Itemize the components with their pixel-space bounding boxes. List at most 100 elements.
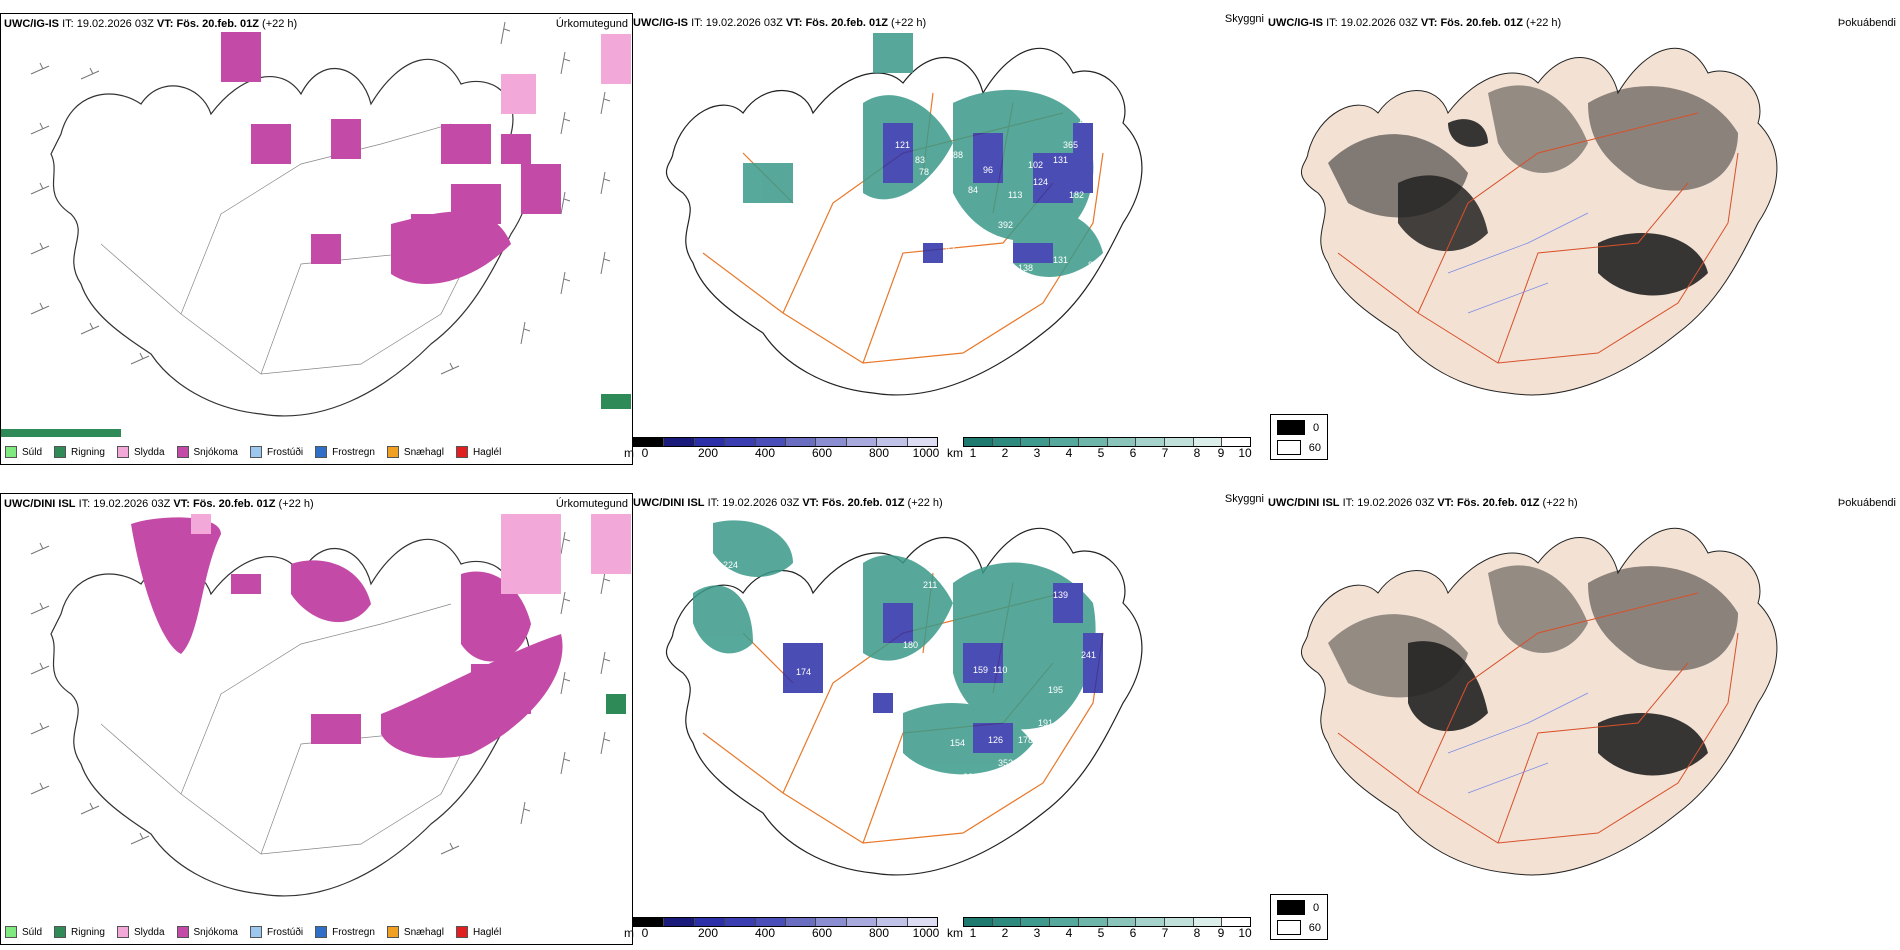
cloud-base-colorbar: m 0 200 400 600 800 1000 <box>624 917 939 940</box>
cloud-label: 365 <box>1063 140 1078 150</box>
visibility-cells <box>963 917 1251 927</box>
cloud-label: 191 <box>1038 718 1053 728</box>
precip-title: Úrkomutegund <box>555 18 628 30</box>
precip-map-top <box>1 21 631 437</box>
cloud-label: 88 <box>1088 260 1098 270</box>
cloud-label: 88 <box>953 150 963 160</box>
rain-areas-top <box>1 394 631 437</box>
cloud-label: 182 <box>1069 190 1084 200</box>
visibility-unit: km <box>947 446 963 460</box>
fog-title: Þokuábendi <box>1837 497 1896 509</box>
road-network <box>1337 592 1739 844</box>
cloud-map-top: 106 121 83 78 88 84 96 113 102 131 124 1… <box>665 33 1153 396</box>
cloud-label: 102 <box>1028 160 1043 170</box>
cloud-base-colorbar: m 0 200 400 600 800 1000 <box>624 437 939 460</box>
cloud-label: 110 <box>993 665 1007 675</box>
cloud-label: 381 <box>963 772 978 782</box>
cloud-label: 84 <box>968 185 978 195</box>
precip-legend: Súld Rigning Slydda Snjókoma Frostúði Fr… <box>5 446 513 458</box>
cloud-label: 392 <box>998 220 1013 230</box>
cloud-label: 154 <box>950 738 965 748</box>
legend-snjokoma: Snjókoma <box>176 926 238 938</box>
legend-hagl: Haglél <box>455 446 501 458</box>
legend-suld: Súld <box>5 446 42 458</box>
cloud-panel-bottom: 224 211 139 238 180 159 110 195 174 99 1… <box>624 493 1328 945</box>
fog-map-bottom <box>1300 527 1778 876</box>
cloud-label: 96 <box>983 165 993 175</box>
legend-snaehagl: Snæhagl <box>386 926 444 938</box>
cloud-label: 195 <box>1048 685 1063 695</box>
cloud-label: 87 <box>945 245 955 255</box>
rivers <box>1447 212 1589 314</box>
legend-snaehagl: Snæhagl <box>386 446 444 458</box>
legend-rigning: Rigning <box>54 926 105 938</box>
rivers <box>1447 692 1589 794</box>
precip-map-bottom <box>30 514 631 897</box>
cloud-panel-top: 106 121 83 78 88 84 96 113 102 131 124 1… <box>624 13 1328 465</box>
cloud-areas <box>693 520 1103 775</box>
roads <box>100 603 482 855</box>
cloud-label: 159 <box>973 665 988 675</box>
legend-frostudi: Frostúði <box>249 926 303 938</box>
road-network <box>1337 112 1739 364</box>
cloud-label: 99 <box>801 720 811 730</box>
fog-title: Þokuábendi <box>1837 17 1896 29</box>
legend-rigning: Rigning <box>54 446 105 458</box>
cloud-label: 241 <box>1081 650 1096 660</box>
cloud-label: 78 <box>919 167 929 177</box>
cloud-label: 138 <box>1018 263 1033 273</box>
cloud-title: Skyggni <box>1224 13 1264 25</box>
cloud-base-cells <box>633 917 938 927</box>
cloud-base-unit: m <box>624 926 634 940</box>
rain-areas-bottom <box>606 694 626 714</box>
panel-header: UWC/DINI ISL IT: 19.02.2026 03Z VT: Fös.… <box>4 498 314 510</box>
cloud-base-cells <box>633 437 938 447</box>
cloud-label: 178 <box>1078 115 1093 125</box>
cloud-label: 121 <box>895 140 910 150</box>
visibility-cells <box>963 437 1251 447</box>
cloud-base-unit: m <box>624 446 634 460</box>
cloud-label: 98 <box>895 237 905 247</box>
legend-hagl: Haglél <box>455 926 501 938</box>
cloud-label: 131 <box>1053 255 1068 265</box>
cloud-map-bottom: 224 211 139 238 180 159 110 195 174 99 1… <box>665 520 1143 876</box>
cloud-label: 113 <box>1008 190 1022 200</box>
panel-header: UWC/IG-IS IT: 19.02.2026 03Z VT: Fös. 20… <box>633 17 927 29</box>
fog-map-top <box>1300 47 1778 396</box>
cloud-label: 211 <box>923 580 937 590</box>
cloud-label: 178 <box>1018 735 1033 745</box>
precip-panel-bottom: UWC/DINI ISL IT: 19.02.2026 03Z VT: Fös.… <box>0 493 633 945</box>
legend-snjokoma: Snjókoma <box>176 446 238 458</box>
visibility-colorbar: km 1 2 3 4 5 6 7 8 9 10 <box>947 917 1252 940</box>
legend-slydda: Slydda <box>116 446 165 458</box>
precip-areas-bottom <box>131 517 563 758</box>
legend-suld: Súld <box>5 926 42 938</box>
visibility-unit: km <box>947 926 963 940</box>
cloud-label: 139 <box>1053 590 1068 600</box>
cloud-label: 174 <box>796 667 811 677</box>
legend-frostudi: Frostúði <box>249 446 303 458</box>
fog-legend-top: 0 60 <box>1270 414 1328 460</box>
legend-frostregn: Frostregn <box>315 926 375 938</box>
fog-index-field <box>1328 85 1738 296</box>
panel-header: UWC/DINI ISL IT: 19.02.2026 03Z VT: Fös.… <box>1268 497 1578 509</box>
cloud-label: 124 <box>1033 177 1048 187</box>
cloud-areas <box>743 33 1103 277</box>
precip-areas-top <box>221 32 561 284</box>
fog-panel-top: UWC/IG-IS IT: 19.02.2026 03Z VT: Fös. 20… <box>1268 13 1900 465</box>
legend-slydda: Slydda <box>116 926 165 938</box>
fog-index-field <box>1328 565 1738 776</box>
cloud-label: 331 <box>1053 730 1068 740</box>
cloud-label: 224 <box>723 560 738 570</box>
sleet-areas-bottom <box>191 514 631 594</box>
cloud-label: 106 <box>933 100 948 110</box>
cloud-label: 180 <box>903 640 918 650</box>
roads <box>100 123 482 375</box>
cloud-label: 238 <box>1103 578 1118 588</box>
cloud-label: 101 <box>785 223 800 233</box>
sleet-areas-top <box>501 34 631 114</box>
cloud-height-labels: 106 121 83 78 88 84 96 113 102 131 124 1… <box>785 100 1153 273</box>
cloud-height-labels: 224 211 139 238 180 159 110 195 174 99 1… <box>723 560 1118 782</box>
fog-panel-bottom: UWC/DINI ISL IT: 19.02.2026 03Z VT: Fös.… <box>1268 493 1900 945</box>
precip-title: Úrkomutegund <box>555 498 628 510</box>
